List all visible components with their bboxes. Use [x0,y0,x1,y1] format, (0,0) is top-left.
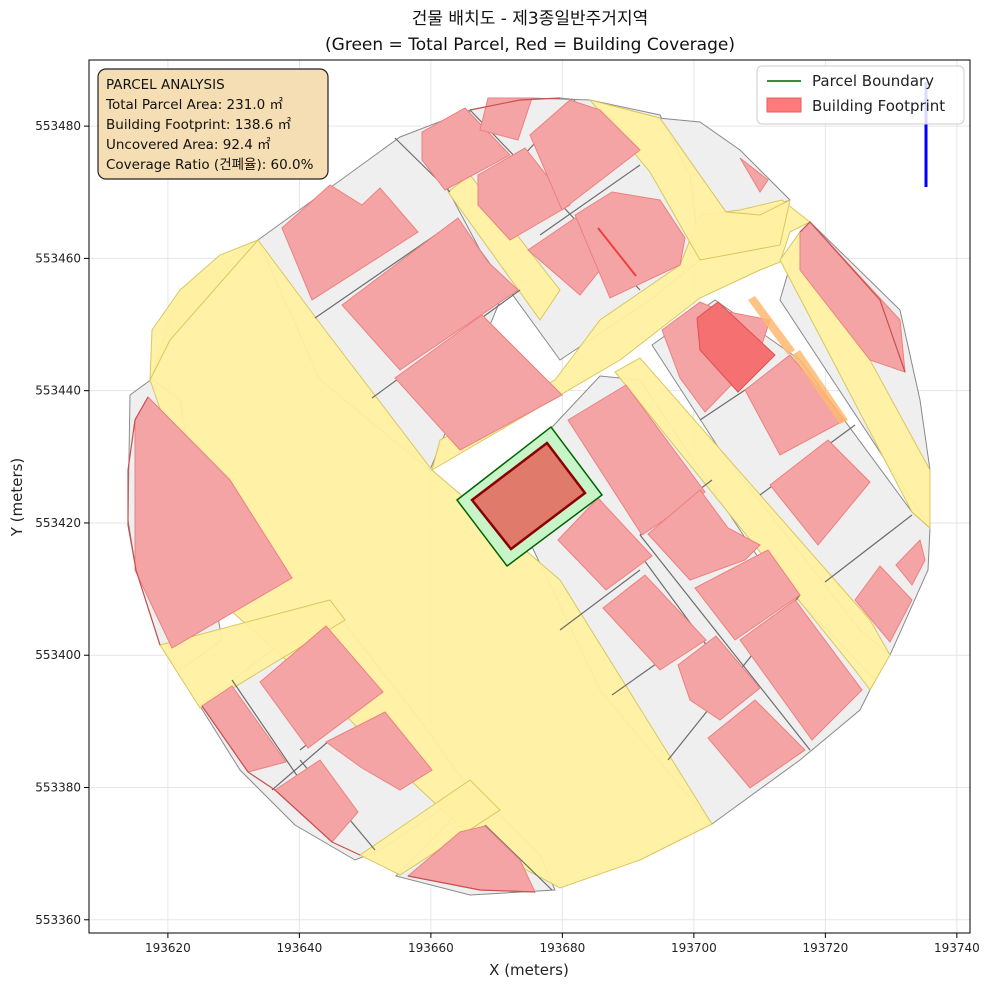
info-heading: PARCEL ANALYSIS [106,77,225,93]
x-axis-ticks: 193620 193640 193660 193680 193700 193720 1937… [145,933,980,955]
y-tick-label: 553360 [35,913,81,927]
x-axis-label: X (meters) [489,961,569,979]
lot-line [484,824,553,891]
red-diagonal-line [597,227,637,277]
building-north-4 [529,99,641,211]
lot-line [271,739,331,791]
x-tick-label: 193740 [934,941,980,955]
road-south-cross [359,779,501,876]
building-central-4 [694,549,801,641]
building-sw-3 [325,711,433,791]
building-central-3 [557,497,653,591]
lot-line [539,164,641,236]
building-north-1 [421,107,511,191]
neighbor-buildings [134,97,926,893]
legend-box [756,65,965,125]
y-tick-label: 553400 [35,648,81,662]
building-north-3 [479,97,533,141]
legend-building-label: Building Footprint [812,97,945,115]
y-axis-label: Y (meters) [8,458,26,538]
lot-line [231,679,301,781]
building-central-1 [567,384,706,536]
parcel-analysis-box: PARCEL ANALYSIS Total Parcel Area: 231.0… [97,68,329,180]
map-title-line1: 건물 배치도 - 제3종일반주거지역 [412,9,648,29]
info-total-area: Total Parcel Area: 231.0 ㎡ [105,97,283,113]
building-north-6 [574,191,686,299]
building-nw-1 [281,184,419,301]
info-uncovered: Uncovered Area: 92.4 ㎡ [106,137,271,153]
edge-north [469,97,561,111]
lot-line [469,109,521,163]
building-central-7 [677,635,761,721]
road-sw-cross [159,599,346,709]
building-north-2 [477,147,571,241]
x-tick-label: 193700 [671,941,717,955]
road-east-vertical [779,231,931,530]
building-ne-corner [739,157,769,193]
x-tick-label: 193660 [408,941,454,955]
orange-strip-1 [748,296,795,355]
target-building [470,441,587,551]
orange-strip-2 [792,350,848,424]
highlight-building-red [696,301,776,393]
building-east-4 [854,565,913,643]
building-sw-2 [259,625,384,749]
x-tick-label: 193640 [276,941,322,955]
y-tick-label: 553420 [35,516,81,530]
edge-south [407,875,536,893]
building-central-6 [739,599,863,741]
edge-sw [201,705,361,856]
lot-line [824,514,913,583]
roads [149,99,931,889]
building-east-5 [895,539,926,586]
building-central-8 [707,699,806,789]
y-tick-label: 553480 [35,119,81,133]
legend-building-swatch [766,97,802,113]
y-axis-ticks: 553360 553380 553400 553420 553440 553460 5534… [35,119,89,927]
info-box-bg [97,68,329,180]
legend: Parcel Boundary Building Footprint [756,65,965,125]
info-footprint: Building Footprint: 138.6 ㎡ [106,117,292,133]
legend-parcel-label: Parcel Boundary [812,72,934,90]
road-nw-edge [149,239,259,381]
axes-frame [88,59,971,934]
edge-east [799,221,906,373]
building-central-5 [602,574,707,671]
x-tick-label: 193720 [802,941,848,955]
building-nw-2 [341,217,519,371]
lot-line [639,534,811,751]
road-east-diagonal [614,357,891,691]
building-east-3 [769,439,871,546]
y-tick-label: 553440 [35,384,81,398]
x-tick-label: 193620 [145,941,191,955]
lot-line [559,569,641,631]
y-tick-label: 553380 [35,781,81,795]
map-content [127,82,931,896]
y-tick-label: 553460 [35,251,81,265]
x-tick-label: 193680 [539,941,585,955]
building-nw-3 [394,314,563,451]
map-title-line2: (Green = Total Parcel, Red = Building Co… [325,35,735,55]
info-coverage: Coverage Ratio (건폐율): 60.0% [106,157,314,173]
boundary-building-edges [127,97,906,893]
edge-west [127,396,161,646]
building-central-2 [647,489,761,581]
road-north-vertical [588,99,791,261]
